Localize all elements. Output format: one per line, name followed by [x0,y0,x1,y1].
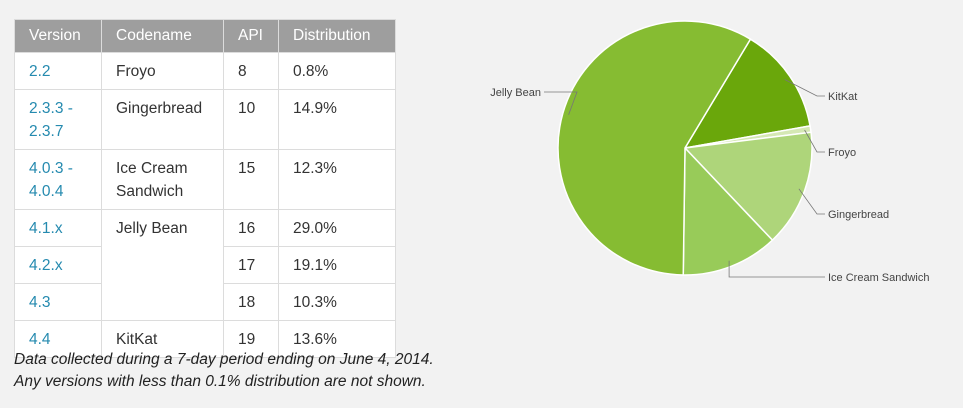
api-cell: 19 [223,320,279,358]
data-note: Data collected during a 7-day period end… [14,349,434,393]
leader-line-kitkat [784,79,825,97]
codename-cell: Froyo [101,52,224,90]
version-cell: 4.3 [14,283,102,321]
distribution-cell: 13.6% [278,320,396,358]
table-row: 4.3 18 10.3% [14,283,396,321]
leader-line-froyo [804,129,825,153]
api-cell: 17 [223,246,279,284]
table-row: 2.2 Froyo 8 0.8% [14,52,396,90]
leader-line-gingerbread [798,188,825,215]
codename-cell: Jelly Bean [101,209,224,321]
note-line-1: Data collected during a 7-day period end… [14,351,434,368]
distribution-pie-chart: KitKat Froyo Gingerbread Ice Cream Sandwich… [490,20,930,284]
leader-line-ice-cream-sandwich [728,260,825,278]
version-cell: 4.2.x [14,246,102,284]
table-row: 4.1.x Jelly Bean 16 29.0% [14,209,396,321]
pie-label-kitkat: KitKat [828,91,857,103]
codename-cell: Gingerbread [101,89,224,150]
codename-cell: KitKat [101,320,224,358]
distribution-table: Version Codename API Distribution 2.2 Fr… [14,19,396,358]
table-row: 4.4 KitKat 19 13.6% [14,320,396,358]
pie-slice-jelly-bean [557,20,752,276]
pie-label-ice-cream-sandwich: Ice Cream Sandwich [828,272,930,284]
distribution-cell: 10.3% [278,283,396,321]
api-cell: 15 [223,149,279,210]
pie-label-jelly-bean: Jelly Bean [490,87,541,99]
header-version: Version [14,19,102,53]
api-cell: 10 [223,89,279,150]
api-cell: 16 [223,209,279,247]
version-cell: 4.4 [14,320,102,358]
table-row: 2.3.3 - 2.3.7 Gingerbread 10 14.9% [14,89,396,150]
pie-slice-gingerbread [683,131,813,242]
header-distribution: Distribution [278,19,396,53]
distribution-cell: 14.9% [278,89,396,150]
pie-slice-ice-cream-sandwich [682,146,774,276]
pie-slice-kitkat [683,38,811,150]
distribution-cell: 12.3% [278,149,396,210]
header-api: API [223,19,279,53]
note-line-2: Any versions with less than 0.1% distrib… [14,373,426,390]
api-cell: 18 [223,283,279,321]
version-cell: 4.0.3 - 4.0.4 [14,149,102,210]
header-codename: Codename [101,19,224,53]
api-cell: 8 [223,52,279,90]
table-header-row: Version Codename API Distribution [14,19,396,53]
pie-label-gingerbread: Gingerbread [828,209,889,221]
version-cell: 2.2 [14,52,102,90]
pie-label-froyo: Froyo [828,147,856,159]
distribution-cell: 19.1% [278,246,396,284]
codename-cell: Ice Cream Sandwich [101,149,224,210]
leader-line-jelly-bean [544,91,578,115]
table-row: 4.0.3 - 4.0.4 Ice Cream Sandwich 15 12.3… [14,149,396,210]
distribution-cell: 29.0% [278,209,396,247]
version-cell: 4.1.x [14,209,102,247]
table-row: 4.2.x 17 19.1% [14,246,396,284]
distribution-cell: 0.8% [278,52,396,90]
version-cell: 2.3.3 - 2.3.7 [14,89,102,150]
